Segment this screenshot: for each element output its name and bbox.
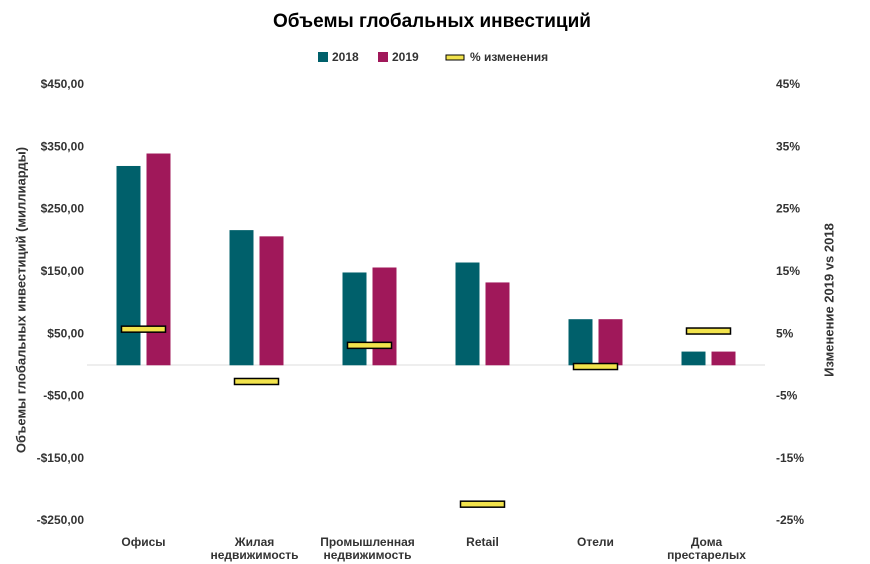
x-tick-label: Дома престарелых bbox=[667, 535, 746, 562]
change-marker bbox=[120, 325, 167, 333]
change-marker bbox=[572, 362, 619, 371]
y-tick-label: $350,00 bbox=[41, 139, 85, 153]
y2-tick-label: -5% bbox=[776, 389, 798, 403]
change-marker bbox=[346, 341, 393, 350]
y2-tick-label: 15% bbox=[776, 264, 800, 278]
y-tick-label: -$50,00 bbox=[43, 389, 84, 403]
change-marker bbox=[233, 377, 280, 386]
y2-tick-label: 5% bbox=[776, 326, 794, 340]
legend-label: 2019 bbox=[392, 50, 419, 64]
legend-label: 2018 bbox=[332, 50, 359, 64]
change-marker bbox=[685, 327, 732, 335]
legend-swatch bbox=[445, 54, 465, 61]
bar bbox=[342, 272, 367, 366]
y-tick-label: $250,00 bbox=[41, 202, 85, 216]
y2-tick-label: -25% bbox=[776, 513, 804, 527]
y2-tick-label: 25% bbox=[776, 202, 800, 216]
bar bbox=[146, 153, 171, 366]
y-tick-label: $50,00 bbox=[47, 326, 84, 340]
y-tick-label: -$150,00 bbox=[37, 451, 85, 465]
y2-tick-label: 45% bbox=[776, 77, 800, 91]
y2-tick-label: -15% bbox=[776, 451, 804, 465]
x-tick-label: Жилая недвижимость bbox=[210, 535, 299, 562]
legend-swatch bbox=[318, 52, 328, 62]
bar bbox=[568, 319, 593, 366]
y2-tick-label: 35% bbox=[776, 139, 800, 153]
x-tick-label: Промышленная недвижимость bbox=[320, 535, 415, 562]
y-tick-label: $150,00 bbox=[41, 264, 85, 278]
bar bbox=[598, 319, 623, 366]
bar bbox=[485, 282, 510, 366]
bar bbox=[116, 165, 141, 366]
x-tick-label: Retail bbox=[466, 535, 499, 549]
legend-swatch bbox=[378, 52, 388, 62]
x-tick-label: Отели bbox=[577, 535, 614, 549]
y-tick-label: $450,00 bbox=[41, 77, 85, 91]
bar bbox=[229, 230, 254, 366]
y2-axis-label: Изменение 2019 vs 2018 bbox=[821, 223, 836, 377]
y-tick-label: -$250,00 bbox=[37, 513, 85, 527]
bar bbox=[372, 267, 397, 366]
change-marker bbox=[459, 500, 506, 508]
bar bbox=[681, 351, 706, 366]
x-tick-label: Офисы bbox=[121, 535, 166, 549]
legend-label: % изменения bbox=[470, 50, 548, 64]
y-axis-label: Объемы глобальных инвестиций (миллиарды) bbox=[13, 147, 28, 453]
bar bbox=[259, 236, 284, 366]
bar bbox=[455, 262, 480, 366]
chart-title: Объемы глобальных инвестиций bbox=[273, 11, 591, 32]
bar bbox=[711, 351, 736, 366]
